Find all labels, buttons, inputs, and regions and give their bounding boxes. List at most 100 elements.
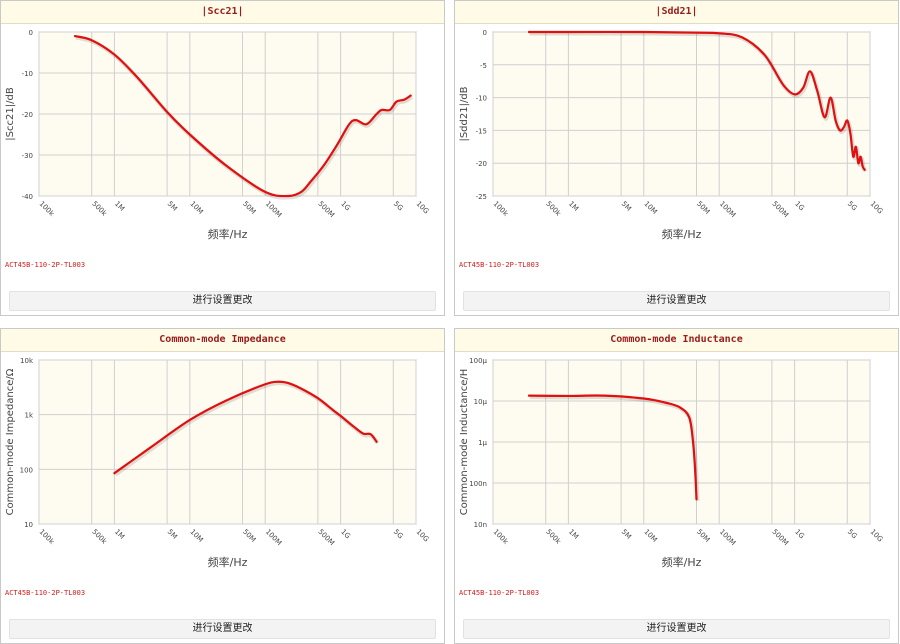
x-tick-label: 1M [113,200,126,213]
series-line [113,380,378,475]
x-tick-label: 5M [620,528,633,541]
chart-svg: 100k 500k 1M 5M 10M 50M 100M 500M 1G 5G 10G 10n 100n… [459,357,885,569]
series-line [527,394,698,501]
x-tick-label: 100k [492,200,511,219]
y-tick-label: -25 [476,193,487,201]
y-tick-label: -5 [480,62,487,70]
x-tick-label: 5M [166,528,179,541]
x-tick-label: 100M [264,200,283,219]
inductance-panel: Common-mode Inductance 100k 500k 1M 5M 10M 50… [454,328,899,644]
y-tick-label: 1μ [478,439,487,447]
inductance-chart: 100k 500k 1M 5M 10M 50M 100M 500M 1G 5G 10G 10n 100n… [455,352,898,584]
chart-svg: 100k 500k 1M 5M 10M 50M 100M 500M 1G 5G 10G 0 -5 -10 -… [459,29,885,241]
x-tick-label: 5G [392,200,405,213]
impedance-panel: Common-mode Impedance 100k 500k 1M 5M 10M 50M… [0,328,445,644]
x-tick-label: 100k [38,200,57,219]
settings-button[interactable]: 进行设置更改 [463,291,890,311]
y-tick-label: 10μ [474,398,488,406]
model-label: ACT45B-110-2P-TL003 [459,261,540,269]
chart-svg: 100k 500k 1M 5M 10M 50M 100M 500M 1G 5G 10G 10 100 1k… [5,357,431,569]
chart-title: Common-mode Impedance [1,329,444,352]
x-tick-label: 100M [264,528,283,547]
model-label: ACT45B-110-2P-TL003 [459,589,540,597]
y-tick-label: 100n [469,480,487,488]
y-tick-label: -10 [22,70,33,78]
x-tick-label: 1G [793,528,806,541]
y-tick-label: 100μ [469,357,487,365]
x-tick-label: 100M [718,200,737,219]
x-tick-label: 5G [392,528,405,541]
x-tick-label: 5M [620,200,633,213]
x-tick-label: 10G [869,528,885,544]
x-tick-label: 1G [339,200,352,213]
y-tick-label: -10 [476,95,487,103]
x-tick-label: 500k [90,200,109,219]
x-tick-label: 5M [166,200,179,213]
y-tick-label: -20 [22,111,33,119]
x-axis-label: 频率/Hz [208,227,248,241]
x-tick-label: 500M [316,200,335,219]
x-tick-label: 100k [38,528,57,547]
impedance-chart: 100k 500k 1M 5M 10M 50M 100M 500M 1G 5G 10G 10 100 1k… [1,352,444,584]
sdd21-panel: |Sdd21| 100k 500k 1M 5M 10M 50M 100M 500M 1G 5G 10… [454,0,899,316]
x-tick-label: 500k [544,528,563,547]
series-line [527,30,866,171]
x-tick-label: 500M [770,200,789,219]
y-tick-label: -15 [476,127,487,135]
y-tick-label: 1k [24,412,33,420]
plot-area [38,359,417,525]
x-tick-label: 500k [544,200,563,219]
scc21-panel: |Scc21| 100k 500k 1M 5M 10M 50M 100M 500M 1G 5G 10… [0,0,445,316]
y-tick-label: -40 [22,193,33,201]
y-tick-label: 10 [24,521,33,529]
y-axis-label: |Sdd21|/dB [459,86,470,141]
scc21-chart: 100k 500k 1M 5M 10M 50M 100M 500M 1G 5G 10G 0 -10 -20… [1,24,444,256]
x-tick-label: 100k [492,528,511,547]
x-tick-label: 1M [567,200,580,213]
x-tick-label: 500M [316,528,335,547]
x-tick-label: 10M [642,200,658,216]
x-tick-label: 500k [90,528,109,547]
series-line [73,35,412,198]
x-tick-label: 500M [770,528,789,547]
x-tick-label: 10M [188,200,204,216]
x-tick-label: 1G [793,200,806,213]
x-tick-label: 10M [642,528,658,544]
y-axis-label: |Scc21|/dB [5,87,16,141]
x-tick-label: 10G [415,528,431,544]
model-label: ACT45B-110-2P-TL003 [5,589,86,597]
x-tick-label: 1G [339,528,352,541]
x-tick-label: 10G [415,200,431,216]
y-axis-label: Common-mode Impedance/Ω [5,368,16,515]
y-tick-label: 0 [483,29,487,37]
x-axis-label: 频率/Hz [662,555,702,569]
sdd21-chart: 100k 500k 1M 5M 10M 50M 100M 500M 1G 5G 10G 0 -5 -10 -… [455,24,898,256]
settings-button[interactable]: 进行设置更改 [9,619,436,639]
y-axis-label: Common-mode Inductance/H [459,369,470,516]
plot-area [492,31,871,197]
x-tick-label: 50M [241,528,257,544]
y-tick-label: 0 [29,29,33,37]
chart-svg: 100k 500k 1M 5M 10M 50M 100M 500M 1G 5G 10G 0 -10 -20… [5,29,431,241]
chart-title: Common-mode Inductance [455,329,898,352]
y-tick-label: 10k [20,357,34,365]
settings-button[interactable]: 进行设置更改 [463,619,890,639]
x-tick-label: 5G [846,528,859,541]
x-tick-label: 1M [567,528,580,541]
chart-title: |Scc21| [1,1,444,24]
settings-button[interactable]: 进行设置更改 [9,291,436,311]
x-axis-label: 频率/Hz [662,227,702,241]
x-tick-label: 10M [188,528,204,544]
x-tick-label: 100M [718,528,737,547]
x-tick-label: 1M [113,528,126,541]
x-tick-label: 50M [241,200,257,216]
x-axis-label: 频率/Hz [208,555,248,569]
chart-title: |Sdd21| [455,1,898,24]
y-tick-label: 100 [20,466,33,474]
y-tick-label: 10n [474,521,487,529]
model-label: ACT45B-110-2P-TL003 [5,261,86,269]
x-tick-label: 10G [869,200,885,216]
x-tick-label: 5G [846,200,859,213]
x-tick-label: 50M [695,528,711,544]
y-tick-label: -30 [22,152,33,160]
